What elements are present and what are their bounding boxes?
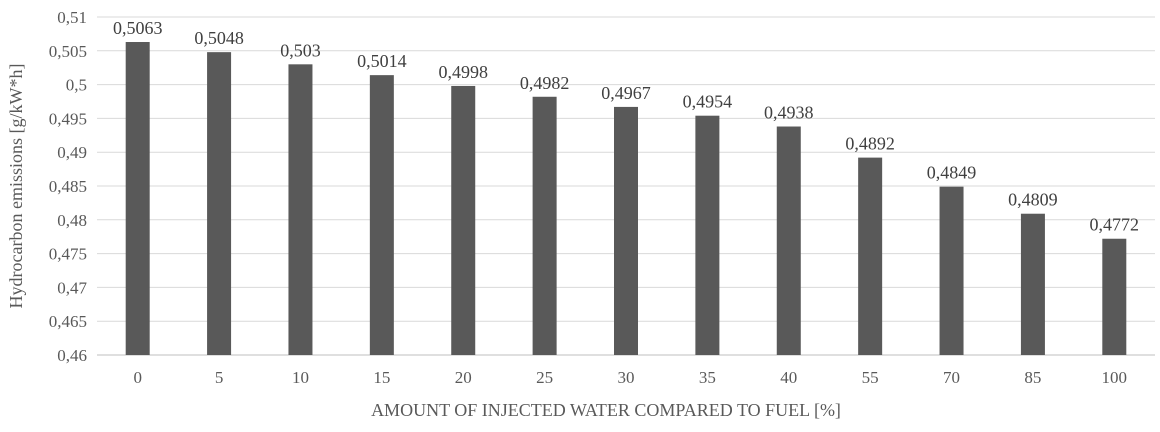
data-label: 0,4998 [438, 62, 488, 82]
data-label: 0,5014 [357, 51, 407, 71]
bar [125, 42, 150, 356]
data-label: 0,4967 [601, 83, 651, 103]
y-tick-label: 0,5 [66, 76, 87, 95]
data-label: 0,4982 [520, 73, 570, 93]
data-label: 0,4938 [764, 103, 814, 123]
x-tick-label: 35 [699, 368, 716, 387]
y-tick-label: 0,49 [57, 143, 87, 162]
x-tick-label: 55 [862, 368, 879, 387]
y-tick-label: 0,485 [49, 177, 87, 196]
data-label: 0,503 [280, 40, 321, 60]
data-label: 0,4954 [683, 92, 733, 112]
x-tick-label: 70 [943, 368, 960, 387]
y-tick-label: 0,48 [57, 211, 87, 230]
x-tick-label: 0 [133, 368, 142, 387]
bar [369, 75, 394, 356]
bar [614, 106, 638, 356]
x-tick-label: 20 [455, 368, 472, 387]
y-axis-title: Hydrocarbon emissions [g/kW*h] [6, 64, 26, 309]
bar [695, 115, 720, 355]
x-axis-title: AMOUNT OF INJECTED WATER COMPARED TO FUE… [371, 400, 841, 420]
y-tick-label: 0,51 [57, 8, 87, 27]
x-tick-labels: 0 5 10 15 20 25 30 35 40 55 70 85 100 [133, 368, 1127, 387]
x-tick-label: 10 [292, 368, 309, 387]
bar [1020, 213, 1045, 355]
bar [532, 96, 557, 355]
y-tick-label: 0,495 [49, 109, 87, 128]
y-tick-label: 0,465 [49, 312, 87, 331]
bar [858, 157, 883, 355]
y-tick-labels: 0,460,4650,470,4750,480,4850,490,4950,50… [49, 8, 88, 365]
data-label: 0,4849 [927, 163, 977, 183]
bar [288, 64, 313, 355]
data-labels: 0,5063 0,5048 0,503 0,5014 0,4998 0,4982 0,496… [113, 18, 1139, 235]
bar [451, 85, 476, 356]
bar [1102, 238, 1127, 355]
y-tick-label: 0,46 [57, 346, 87, 365]
data-label: 0,5063 [113, 18, 163, 38]
x-tick-label: 30 [618, 368, 635, 387]
x-tick-label: 25 [536, 368, 553, 387]
bar [207, 52, 232, 355]
bar [939, 186, 964, 355]
bars [125, 42, 1127, 356]
y-tick-label: 0,475 [49, 245, 87, 264]
y-tick-label: 0,505 [49, 42, 87, 61]
x-tick-label: 15 [373, 368, 390, 387]
x-tick-label: 85 [1024, 368, 1041, 387]
data-label: 0,4772 [1090, 215, 1140, 235]
y-tick-label: 0,47 [57, 278, 87, 297]
x-tick-label: 40 [780, 368, 797, 387]
data-label: 0,4892 [845, 134, 895, 154]
data-label: 0,5048 [194, 28, 244, 48]
bar [776, 126, 801, 356]
x-tick-label: 100 [1102, 368, 1128, 387]
data-label: 0,4809 [1008, 190, 1058, 210]
x-tick-label: 5 [215, 368, 224, 387]
